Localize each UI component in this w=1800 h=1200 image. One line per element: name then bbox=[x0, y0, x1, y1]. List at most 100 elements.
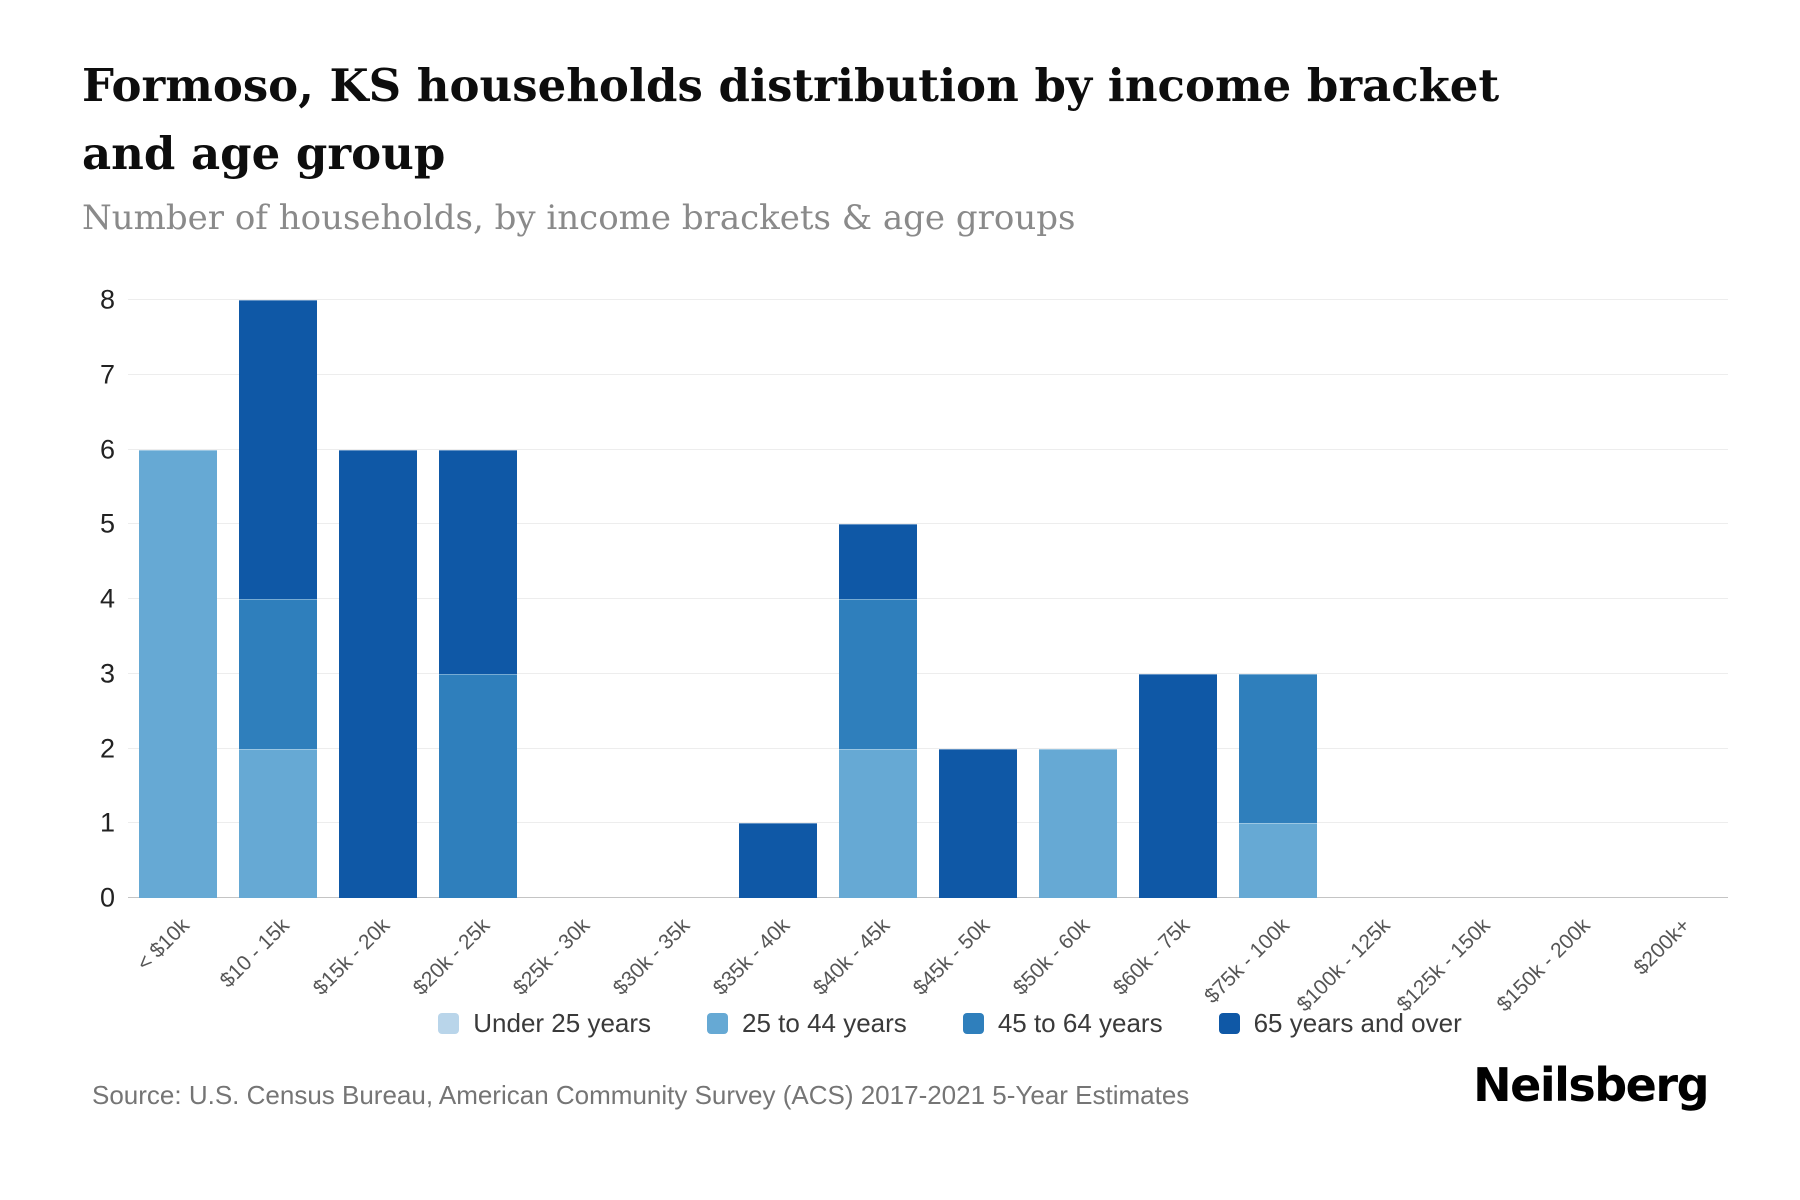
x-tick-label: $45k - 50k bbox=[908, 914, 995, 1000]
gridline bbox=[128, 523, 1728, 525]
legend-label: 45 to 64 years bbox=[997, 1008, 1163, 1038]
bar-slot: $200k+ bbox=[1628, 300, 1728, 979]
x-tick-label: $35k - 40k bbox=[708, 914, 795, 1000]
bar-segment[interactable] bbox=[439, 673, 517, 898]
x-tick-label: $40k - 45k bbox=[808, 914, 895, 1000]
bar-slot: $40k - 45k bbox=[809, 300, 928, 1000]
legend: Under 25 years 25 to 44 years 45 to 64 yea… bbox=[100, 1008, 1800, 1039]
stacked-bar bbox=[539, 300, 617, 898]
x-tick-label: < $10k bbox=[132, 914, 195, 976]
legend-swatch-icon bbox=[1218, 1013, 1240, 1034]
bar-slot: $45k - 50k bbox=[909, 300, 1028, 1000]
gridline bbox=[128, 373, 1728, 375]
stacked-bar bbox=[1139, 300, 1217, 898]
bar-segment[interactable] bbox=[739, 823, 817, 898]
x-tick-label: $150k - 200k bbox=[1492, 914, 1595, 1017]
y-tick-label: 3 bbox=[99, 658, 115, 689]
bar-slot: $60k - 75k bbox=[1109, 300, 1228, 1000]
bar-segment[interactable] bbox=[1039, 748, 1117, 898]
stacked-bar bbox=[1239, 300, 1317, 898]
stacked-bar bbox=[639, 300, 717, 898]
legend-item[interactable]: Under 25 years bbox=[438, 1008, 651, 1039]
bar-segment[interactable] bbox=[1239, 823, 1317, 898]
stacked-bar bbox=[1439, 300, 1517, 898]
bar-slot: $150k - 200k bbox=[1492, 300, 1628, 1016]
legend-label: 25 to 44 years bbox=[742, 1008, 907, 1038]
stacked-bar bbox=[1539, 300, 1617, 898]
x-tick-label: $75k - 100k bbox=[1200, 914, 1295, 1008]
bar-slot: $35k - 40k bbox=[709, 300, 828, 1000]
bar-slot: $25k - 30k bbox=[509, 300, 628, 1000]
y-tick-label: 6 bbox=[99, 434, 115, 464]
bar-segment[interactable] bbox=[239, 599, 317, 749]
y-tick-label: 8 bbox=[99, 284, 115, 315]
chart-subtitle: Number of households, by income brackets… bbox=[82, 198, 1076, 238]
x-tick-label: $10 - 15k bbox=[216, 914, 295, 993]
bar-segment[interactable] bbox=[1139, 673, 1217, 898]
legend-swatch-icon bbox=[707, 1013, 729, 1034]
plot-area: < $10k $10 - 15k $15k - 20k $20k - 25k $25k … bbox=[128, 299, 1728, 1016]
bar-slot: $15k - 20k bbox=[309, 300, 428, 1000]
stacked-bar bbox=[139, 300, 217, 898]
x-tick-label: $30k - 35k bbox=[608, 914, 695, 1000]
legend-swatch-icon bbox=[438, 1013, 460, 1034]
legend-item[interactable]: 65 years and over bbox=[1218, 1008, 1462, 1039]
bar-segment[interactable] bbox=[1239, 673, 1317, 824]
bar-segment[interactable] bbox=[139, 449, 217, 898]
y-tick-label: 0 bbox=[99, 882, 115, 913]
stacked-bar bbox=[939, 300, 1017, 898]
neilsberg-logo: Neilsberg bbox=[1473, 1058, 1709, 1112]
x-tick-label: $125k - 150k bbox=[1392, 914, 1495, 1017]
bar-slot: $20k - 25k bbox=[409, 300, 528, 1000]
bar-segment[interactable] bbox=[439, 449, 517, 674]
chart-title: Formoso, KS households distribution by i… bbox=[82, 59, 1500, 180]
x-tick-label: $20k - 25k bbox=[408, 914, 495, 1000]
legend-label: 65 years and over bbox=[1253, 1008, 1462, 1038]
y-tick-label: 7 bbox=[99, 359, 115, 390]
y-axis: 0 1 2 3 4 5 6 7 8 bbox=[55, 285, 115, 913]
stacked-bar bbox=[839, 300, 917, 898]
x-tick-label: $25k - 30k bbox=[508, 914, 595, 1000]
bar-segment[interactable] bbox=[839, 748, 917, 898]
bar-slot: $75k - 100k bbox=[1200, 300, 1328, 1008]
x-tick-label: $15k - 20k bbox=[308, 914, 395, 1000]
stacked-bar bbox=[739, 300, 817, 898]
y-tick-label: 2 bbox=[99, 733, 115, 763]
x-tick-label: $100k - 125k bbox=[1292, 914, 1395, 1017]
x-tick-label: $50k - 60k bbox=[1008, 914, 1095, 1000]
gridline bbox=[128, 822, 1728, 824]
y-tick-label: 1 bbox=[99, 807, 115, 838]
x-tick-label: $60k - 75k bbox=[1108, 914, 1195, 1000]
bar-slot: $30k - 35k bbox=[609, 300, 728, 1000]
bar-slot: $50k - 60k bbox=[1009, 300, 1128, 1000]
bar-segment[interactable] bbox=[339, 449, 417, 898]
stacked-bar bbox=[339, 300, 417, 898]
gridline bbox=[128, 448, 1728, 450]
legend-label: Under 25 years bbox=[473, 1008, 652, 1038]
stacked-bar bbox=[239, 300, 317, 898]
bar-slot: $10 - 15k bbox=[216, 300, 328, 992]
stacked-bar bbox=[439, 300, 517, 898]
x-tick-label: $200k+ bbox=[1628, 914, 1695, 980]
bar-segment[interactable] bbox=[239, 300, 317, 599]
y-tick-label: 5 bbox=[99, 508, 115, 539]
bar-slot: $100k - 125k bbox=[1292, 300, 1428, 1016]
gridline bbox=[128, 672, 1728, 674]
legend-item[interactable]: 45 to 64 years bbox=[962, 1008, 1163, 1039]
gridline bbox=[128, 598, 1728, 599]
y-tick-label: 4 bbox=[99, 583, 115, 614]
bar-slot: < $10k bbox=[128, 300, 228, 975]
legend-item[interactable]: 25 to 44 years bbox=[707, 1008, 907, 1039]
stacked-bar bbox=[1039, 300, 1117, 898]
stacked-bar bbox=[1639, 300, 1717, 898]
gridline bbox=[128, 747, 1728, 749]
bar-segment[interactable] bbox=[239, 748, 317, 898]
bar-slot: $125k - 150k bbox=[1392, 300, 1528, 1016]
stacked-bar bbox=[1339, 300, 1417, 898]
bar-segment[interactable] bbox=[939, 748, 1017, 898]
source-note: Source: U.S. Census Bureau, American Com… bbox=[92, 1080, 1190, 1110]
bar-segment[interactable] bbox=[839, 524, 917, 599]
bar-segment[interactable] bbox=[839, 599, 917, 749]
legend-swatch-icon bbox=[962, 1013, 984, 1034]
